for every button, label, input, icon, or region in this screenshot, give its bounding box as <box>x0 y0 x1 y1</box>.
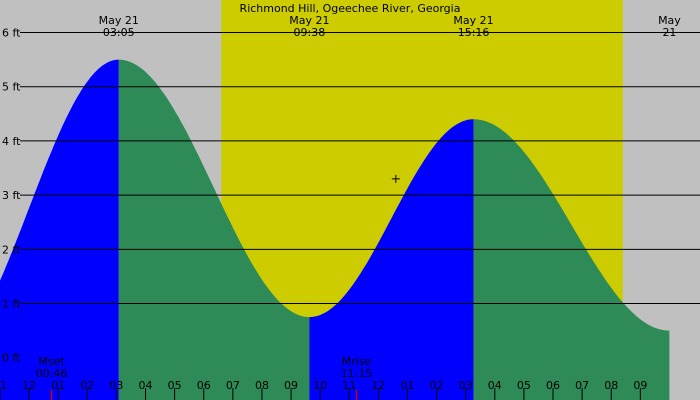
x-tick-label: 04 <box>488 379 502 392</box>
y-axis-labels: 0 ft 1 ft 2 ft 3 ft 4 ft 5 ft 6 ft <box>2 27 21 365</box>
extreme-date-label: May 21 <box>99 14 139 27</box>
rising-tide-area <box>0 59 119 400</box>
x-tick-label: 08 <box>255 379 269 392</box>
x-tick-label: 03 <box>109 379 123 392</box>
y-tick-label: 4 ft <box>2 135 21 148</box>
extreme-time-label: 03:05 <box>103 26 135 39</box>
extreme-time-label: 09:38 <box>294 26 326 39</box>
rising-tide-area <box>309 119 474 400</box>
y-tick-label: 0 ft <box>2 352 21 365</box>
x-tick-label: 03 <box>459 379 473 392</box>
cursor-marker <box>391 174 400 183</box>
moon-event-time: 11:15 <box>341 367 373 380</box>
extreme-time-label: 21 <box>662 26 676 39</box>
grid-lines <box>20 32 700 305</box>
x-tick-label: 10 <box>313 379 327 392</box>
x-tick-label: 09 <box>633 379 647 392</box>
x-tick-label: 05 <box>168 379 182 392</box>
x-tick-label: 01 <box>51 379 65 392</box>
x-tick-label: 06 <box>197 379 211 392</box>
x-tick-label: 06 <box>546 379 560 392</box>
x-tick-label: 12 <box>371 379 385 392</box>
extreme-date-label: May <box>658 14 681 27</box>
y-tick-label: 2 ft <box>2 243 21 256</box>
x-tick-label: 05 <box>517 379 531 392</box>
x-tick-label: 12 <box>22 379 36 392</box>
extreme-date-label: May 21 <box>289 14 329 27</box>
moon-event-name: Mset <box>38 355 65 368</box>
x-tick-label: 02 <box>430 379 444 392</box>
extreme-time-label: 15:16 <box>458 26 490 39</box>
x-tick-label: 07 <box>226 379 240 392</box>
x-tick-label: 07 <box>575 379 589 392</box>
falling-tide-area <box>473 119 670 400</box>
x-tick-label: 09 <box>284 379 298 392</box>
x-tick-label: 08 <box>604 379 618 392</box>
y-tick-label: 1 ft <box>2 298 21 311</box>
y-tick-label: 6 ft <box>2 27 21 40</box>
moon-event-name: Mrise <box>342 355 372 368</box>
y-tick-label: 3 ft <box>2 189 21 202</box>
moon-event-time: 00:46 <box>36 367 68 380</box>
y-tick-label: 5 ft <box>2 81 21 94</box>
tide-areas <box>0 59 670 400</box>
extreme-date-label: May 21 <box>453 14 493 27</box>
x-axis-labels: 11 12 01 02 03 04 05 06 07 08 09 10 11 12 01 02 03 04 05 06… <box>0 379 647 400</box>
x-tick-label: 01 <box>400 379 414 392</box>
x-tick-label: 04 <box>139 379 153 392</box>
falling-tide-area <box>118 59 310 400</box>
x-tick-label: 11 <box>0 379 7 392</box>
x-tick-label: 11 <box>342 379 356 392</box>
chart-title: Richmond Hill, Ogeechee River, Georgia <box>240 2 461 15</box>
x-tick-label: 02 <box>80 379 94 392</box>
